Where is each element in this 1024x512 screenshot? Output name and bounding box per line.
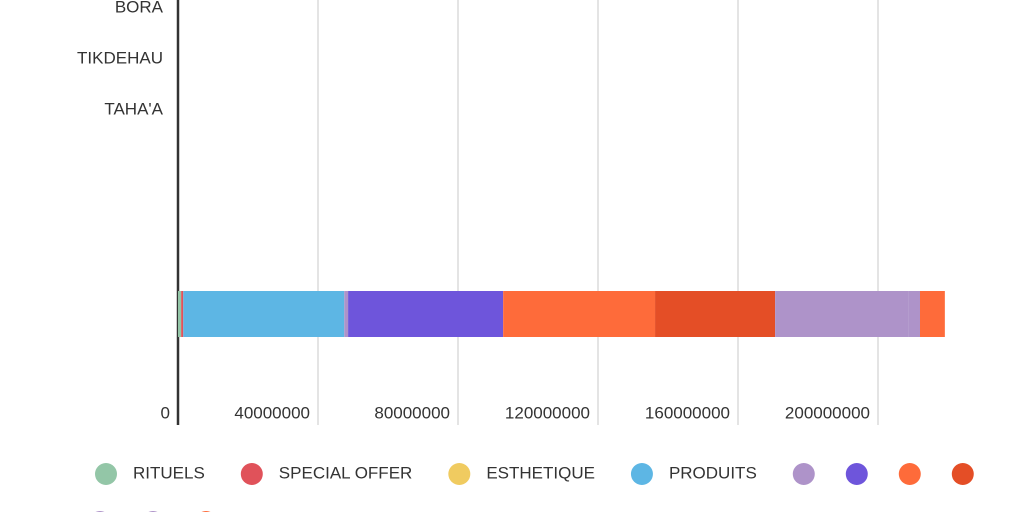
x-tick-label: 40000000 (234, 403, 310, 422)
bar-segment (655, 291, 776, 337)
y-tick-label: TIKDEHAU (77, 48, 163, 67)
x-tick-label: 160000000 (645, 403, 730, 422)
x-tick-label: 0 (161, 403, 170, 422)
legend-marker (951, 463, 974, 485)
bar-segment (183, 291, 345, 337)
legend-marker (898, 463, 921, 485)
legend-marker (630, 463, 653, 485)
bar-segment (775, 291, 909, 337)
legend-label: SPECIAL OFFER (279, 463, 413, 482)
x-tick-label: 200000000 (785, 403, 870, 422)
bar-segment (178, 291, 182, 337)
x-tick-label: 80000000 (374, 403, 450, 422)
y-tick-label: TAHA'A (104, 99, 163, 118)
legend-marker (792, 463, 815, 485)
legend-label: RITUELS (133, 463, 205, 482)
legend-marker (95, 463, 117, 485)
bar-segment (503, 291, 656, 337)
bar-segment (908, 291, 920, 337)
x-tick-label: 120000000 (505, 403, 590, 422)
y-tick-label: BORA (115, 0, 164, 16)
legend-marker (240, 463, 263, 485)
legend-marker (845, 463, 868, 485)
legend-label: PRODUITS (669, 463, 757, 482)
bar-segment (181, 291, 184, 337)
bar-segment (344, 291, 349, 337)
bar-segment (348, 291, 504, 337)
legend-label: ESTHETIQUE (486, 463, 595, 482)
bar-segment (920, 291, 945, 337)
legend-marker (448, 463, 471, 485)
